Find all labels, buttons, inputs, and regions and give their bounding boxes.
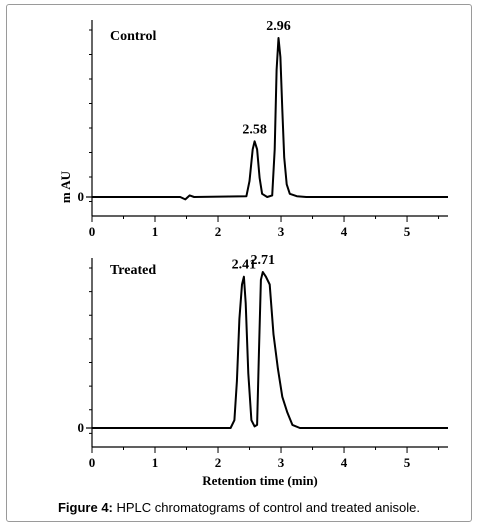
x-tick-label: 3 bbox=[278, 455, 285, 470]
x-tick-label: 0 bbox=[89, 224, 96, 239]
x-tick-label: 3 bbox=[278, 224, 285, 239]
caption-text: HPLC chromatograms of control and treate… bbox=[112, 500, 421, 515]
peak-label-2-96: 2.96 bbox=[266, 19, 291, 34]
panel-title: Control bbox=[110, 29, 157, 44]
x-tick-label: 1 bbox=[152, 455, 159, 470]
chromatogram-trace bbox=[92, 271, 448, 429]
peak-label-2-71: 2.71 bbox=[251, 253, 276, 268]
chromatogram-figure: 0 0 1 2 3 4 5 2.58 2.96 Control m AU 0 0 1 2 3 4 5 2.412.7… bbox=[58, 19, 448, 488]
caption-label: Figure 4: bbox=[57, 500, 113, 515]
panel-title: Treated bbox=[110, 263, 156, 278]
y-tick-label: 0 bbox=[78, 189, 85, 204]
peak-label-2-58: 2.58 bbox=[242, 122, 267, 137]
chart-panel-treated: 0 0 1 2 3 4 5 2.412.71 Treated Retention time (mi… bbox=[78, 253, 448, 488]
y-axis-label: m AU bbox=[58, 170, 73, 203]
peak-label-2-41: 2.41 bbox=[232, 258, 257, 273]
figure-frame bbox=[6, 4, 472, 522]
x-tick-label: 4 bbox=[341, 224, 348, 239]
x-tick-label: 5 bbox=[404, 455, 411, 470]
figure-caption: Figure 4: HPLC chromatograms of control … bbox=[6, 500, 472, 515]
x-tick-label: 0 bbox=[89, 455, 96, 470]
x-tick-label: 2 bbox=[215, 224, 222, 239]
x-tick-label: 1 bbox=[152, 224, 159, 239]
x-tick-label: 4 bbox=[341, 455, 348, 470]
x-axis-label: Retention time (min) bbox=[202, 473, 318, 488]
x-tick-label: 5 bbox=[404, 224, 411, 239]
x-tick-label: 2 bbox=[215, 455, 222, 470]
y-tick-label: 0 bbox=[78, 420, 85, 435]
chromatogram-trace bbox=[92, 37, 448, 201]
chart-panel-control: 0 0 1 2 3 4 5 2.58 2.96 Control m AU bbox=[58, 19, 448, 239]
